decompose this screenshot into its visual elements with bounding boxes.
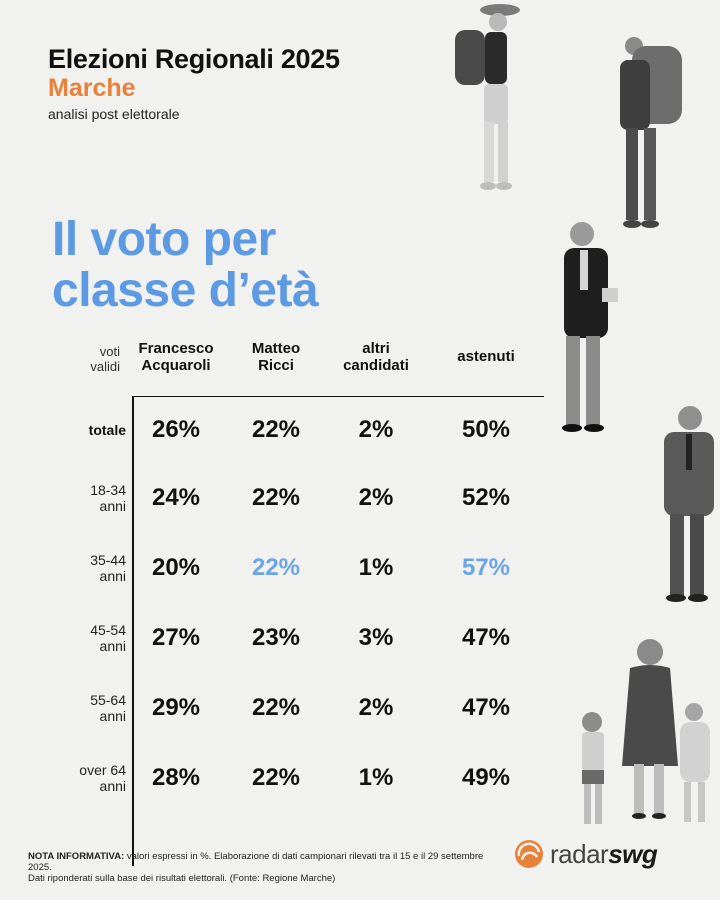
table-row-totale: totale 26% 22% 2% 50% (0, 410, 560, 450)
table-cell: 2% (358, 484, 394, 511)
table-row-18-34: 18-34 anni 24% 22% 2% 52% (0, 478, 560, 518)
header: Elezioni Regionali 2025 Marche analisi p… (48, 44, 340, 122)
row-header-line-2: validi (90, 359, 120, 374)
table-cell: 28% (151, 764, 201, 791)
column-header-astenuti: astenuti (440, 348, 532, 365)
table-horizontal-divider (132, 396, 544, 397)
table-cell: 47% (461, 694, 511, 721)
region-name: Marche (48, 74, 136, 102)
row-label-line-2: anni (99, 708, 126, 724)
column-header-line-2: candidati (343, 357, 409, 374)
column-header-line-1: astenuti (457, 348, 515, 365)
table-row-over-64: over 64 anni 28% 22% 1% 49% (0, 758, 560, 798)
table-cell: 49% (461, 764, 511, 791)
table-cell: 2% (358, 694, 394, 721)
logo-radar-text: radar (550, 838, 609, 869)
row-label-line-1: 35-44 (90, 552, 126, 568)
row-label-line-1: over 64 (79, 762, 126, 778)
informative-note: NOTA INFORMATIVA: valori espressi in %. … (28, 851, 508, 884)
table-cell: 23% (251, 624, 301, 651)
backpacker-figure-illustration (620, 37, 682, 228)
radar-logo-icon (515, 840, 543, 868)
page-subtitle: analisi post elettorale (48, 106, 180, 122)
row-label-line-2: anni (99, 568, 126, 584)
row-label-line-1: 45-54 (90, 622, 126, 638)
table-cell: 2% (358, 416, 394, 443)
table-cell: 52% (461, 484, 511, 511)
hiker-figure-illustration (455, 4, 520, 190)
table-cell: 3% (358, 624, 394, 651)
column-header-line-2: Acquaroli (141, 357, 211, 374)
note-label: NOTA INFORMATIVA: (28, 851, 125, 862)
headline-line-2: classe d’età (52, 264, 319, 317)
headline-line-1: Il voto per (52, 213, 276, 266)
table-cell: 24% (151, 484, 201, 511)
column-header-acquaroli: Francesco Acquaroli (130, 340, 222, 374)
table-cell-highlighted: 22% (251, 554, 301, 581)
table-cell: 27% (151, 624, 201, 651)
headline: Il voto per classe d’età (52, 213, 319, 317)
note-line-1: valori espressi in %. Elaborazione di da… (28, 851, 484, 873)
table-cell: 20% (151, 554, 201, 581)
row-label: totale (88, 422, 126, 438)
table-cell: 22% (251, 694, 301, 721)
table-cell: 47% (461, 624, 511, 651)
row-label-line-1: 18-34 (90, 482, 126, 498)
row-label: 55-64 anni (40, 692, 126, 724)
row-label: 45-54 anni (40, 622, 126, 654)
page-title: Elezioni Regionali 2025 (48, 44, 340, 74)
table-vertical-divider (132, 396, 134, 866)
table-cell-highlighted: 57% (461, 554, 511, 581)
logo-text: radarswg (550, 838, 658, 870)
table-row-45-54: 45-54 anni 27% 23% 3% 47% (0, 618, 560, 658)
row-label-line-2: anni (99, 638, 126, 654)
column-header-line-2: Ricci (258, 357, 294, 374)
row-label-line-1: 55-64 (90, 692, 126, 708)
table-cell: 22% (251, 484, 301, 511)
table-cell: 50% (461, 416, 511, 443)
table-cell: 26% (151, 416, 201, 443)
row-label-line-2: anni (99, 498, 126, 514)
column-header-line-1: Francesco (138, 340, 214, 357)
note-line-2: Dati riponderati sulla base dei risultat… (28, 873, 336, 884)
table-cell: 29% (151, 694, 201, 721)
column-header-ricci: Matteo Ricci (230, 340, 322, 374)
table-cell: 22% (251, 416, 301, 443)
table-cell: 1% (358, 554, 394, 581)
row-label-line-2: anni (99, 778, 126, 794)
row-header-line-1: voti (99, 344, 120, 359)
table-cell: 1% (358, 764, 394, 791)
column-header-line-1: Matteo (251, 340, 301, 357)
column-header-line-1: altri (362, 340, 390, 357)
family-figure-illustration (582, 639, 710, 824)
table-cell: 22% (251, 764, 301, 791)
table-row-55-64: 55-64 anni 29% 22% 2% 47% (0, 688, 560, 728)
column-header-altri: altri candidati (330, 340, 422, 374)
man-in-suit-figure-illustration (562, 222, 618, 432)
logo-swg-text: swg (608, 838, 658, 869)
row-label: 35-44 anni (40, 552, 126, 584)
row-header-label: voti validi (60, 344, 120, 374)
radar-swg-logo: radarswg (514, 834, 658, 874)
row-label: 18-34 anni (40, 482, 126, 514)
row-label: over 64 anni (40, 762, 126, 794)
table-row-35-44: 35-44 anni 20% 22% 1% 57% (0, 548, 560, 588)
man-in-gray-suit-figure-illustration (664, 406, 714, 602)
